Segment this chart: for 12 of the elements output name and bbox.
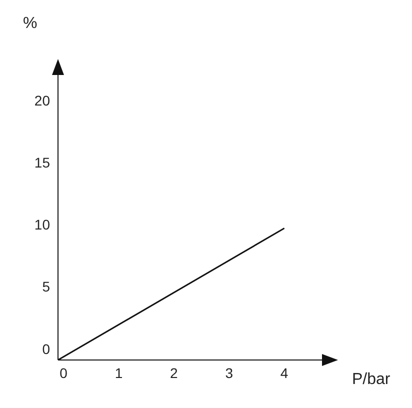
x-tick-label: 2 xyxy=(170,364,178,381)
x-tick-label: 3 xyxy=(225,364,234,381)
y-tick-label: 10 xyxy=(34,216,50,233)
y-tick-label: 15 xyxy=(34,154,50,170)
x-tick-label: 4 xyxy=(280,364,288,381)
x-tick-label: 0 xyxy=(60,364,68,381)
x-tick-label: 1 xyxy=(114,364,123,381)
y-tick-label: 5 xyxy=(42,278,50,295)
y-axis-title: % xyxy=(23,15,38,32)
y-tick-label: 20 xyxy=(34,92,50,108)
y-tick-label: 0 xyxy=(42,340,50,357)
x-axis-title: P/bar xyxy=(352,371,391,388)
